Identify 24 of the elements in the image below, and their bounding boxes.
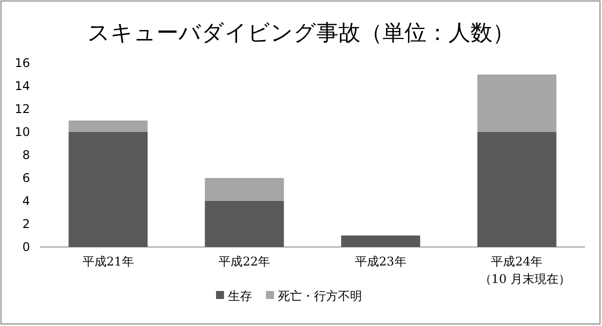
bar	[204, 201, 284, 247]
y-tick-label: 16	[14, 56, 30, 70]
y-tick-label: 4	[22, 194, 30, 208]
x-tick-label: 平成23年	[354, 254, 406, 269]
bar	[204, 178, 284, 201]
y-tick-label: 2	[22, 216, 30, 231]
text: （10 月末現在）	[479, 272, 570, 286]
bar	[68, 120, 148, 132]
y-tick-label: 10	[14, 124, 30, 139]
legend-label: 生存	[228, 289, 252, 303]
x-tick-label: 平成21年	[82, 254, 134, 269]
legend-label: 死亡・行方不明	[278, 289, 362, 303]
y-tick-label: 6	[22, 170, 30, 185]
x-tick-label: 平成22年	[218, 254, 270, 269]
y-tick-label: 0	[22, 240, 30, 254]
y-tick-label: 14	[14, 78, 30, 93]
bar	[68, 132, 148, 247]
chart-title: スキューバダイビング事故（単位：人数）	[88, 21, 514, 46]
bar	[477, 74, 556, 132]
bar	[341, 236, 420, 247]
y-tick-label: 12	[14, 102, 30, 116]
bar	[477, 132, 556, 247]
x-tick-label: 平成24年	[491, 254, 543, 269]
y-tick-label: 8	[22, 148, 30, 162]
